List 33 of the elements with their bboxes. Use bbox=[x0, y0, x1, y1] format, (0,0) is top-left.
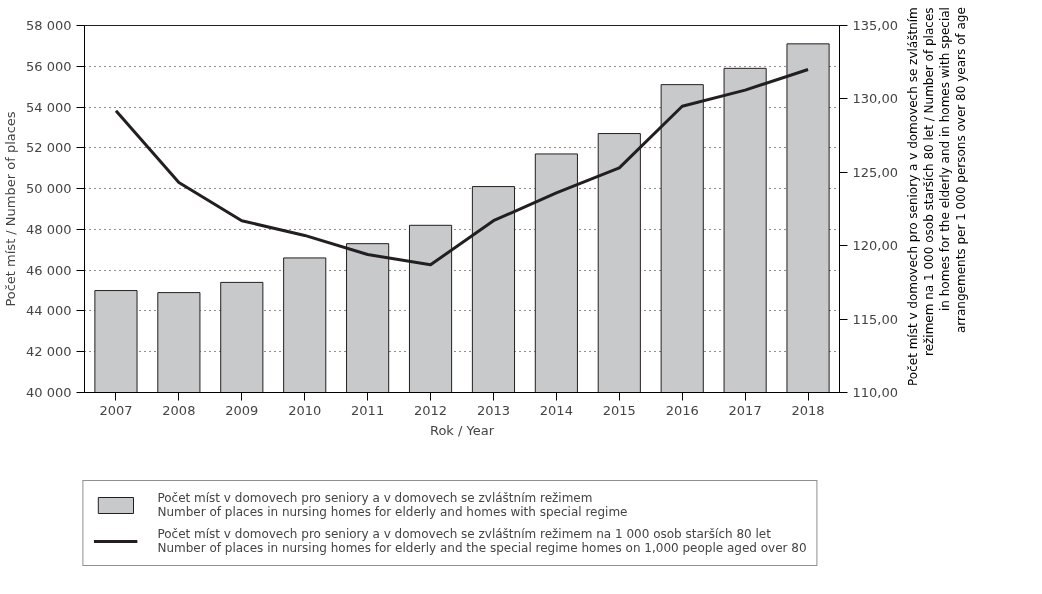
y-tick-label: 54 000 bbox=[26, 99, 72, 115]
y2-axis-title: Počet míst v domovech pro seniory a v domovech se zvláštním režimem na 1 000 osob starších 80 let / Number of places in homes for the elderly and in homes with special arrangements per 1 000 persons over 80 years of age bbox=[905, 7, 969, 388]
x-tick-label: 2011 bbox=[351, 402, 385, 418]
x-tick-label: 2008 bbox=[162, 402, 196, 418]
y2-tick-label: 125,00 bbox=[852, 164, 898, 180]
x-tick-label: 2009 bbox=[225, 402, 259, 418]
x-tick-label: 2018 bbox=[791, 402, 825, 418]
y-tick-label: 46 000 bbox=[26, 262, 72, 278]
y2-tick-label: 110,00 bbox=[852, 385, 898, 400]
x-tick-label: 2017 bbox=[728, 402, 762, 418]
x-tick-label: 2012 bbox=[414, 402, 448, 418]
y2-tick-label: 130,00 bbox=[852, 91, 898, 107]
y-tick-label: 48 000 bbox=[26, 221, 72, 237]
x-tick-label: 2014 bbox=[539, 402, 573, 418]
y-tick-label: 44 000 bbox=[26, 303, 72, 319]
y-tick-label: 42 000 bbox=[26, 344, 72, 360]
y2-tick-label: 115,00 bbox=[852, 311, 898, 327]
legend-label: Počet míst v domovech pro seniory a v domovech se zvláštním režimem Number of places in nursing homes for elderly and homes with special regime bbox=[157, 490, 628, 519]
y2-tick-label: 135,00 bbox=[852, 18, 898, 33]
x-tick-label: 2013 bbox=[476, 402, 511, 418]
x-tick-label: 2016 bbox=[665, 402, 699, 418]
x-tick-label: 2010 bbox=[288, 402, 322, 418]
y-tick-label: 52 000 bbox=[26, 140, 72, 156]
y2-tick-label: 120,00 bbox=[852, 238, 898, 254]
x-tick-label: 2015 bbox=[602, 402, 636, 418]
legend-label: Počet míst v domovech pro seniory a v domovech se zvláštním režimem na 1 000 osob starších 80 let Number of places in nursing homes for elderly and the special regime homes on 1,000 people aged over 80 bbox=[157, 526, 807, 555]
y-tick-label: 40 000 bbox=[26, 385, 72, 400]
y-tick-label: 58 000 bbox=[26, 18, 72, 33]
x-axis-title: Rok / Year bbox=[429, 422, 495, 438]
x-tick-label: 2007 bbox=[99, 402, 133, 418]
y-tick-label: 56 000 bbox=[26, 58, 72, 74]
y-tick-label: 50 000 bbox=[26, 181, 72, 197]
y-axis-title: Počet míst / Number of places bbox=[3, 111, 19, 307]
